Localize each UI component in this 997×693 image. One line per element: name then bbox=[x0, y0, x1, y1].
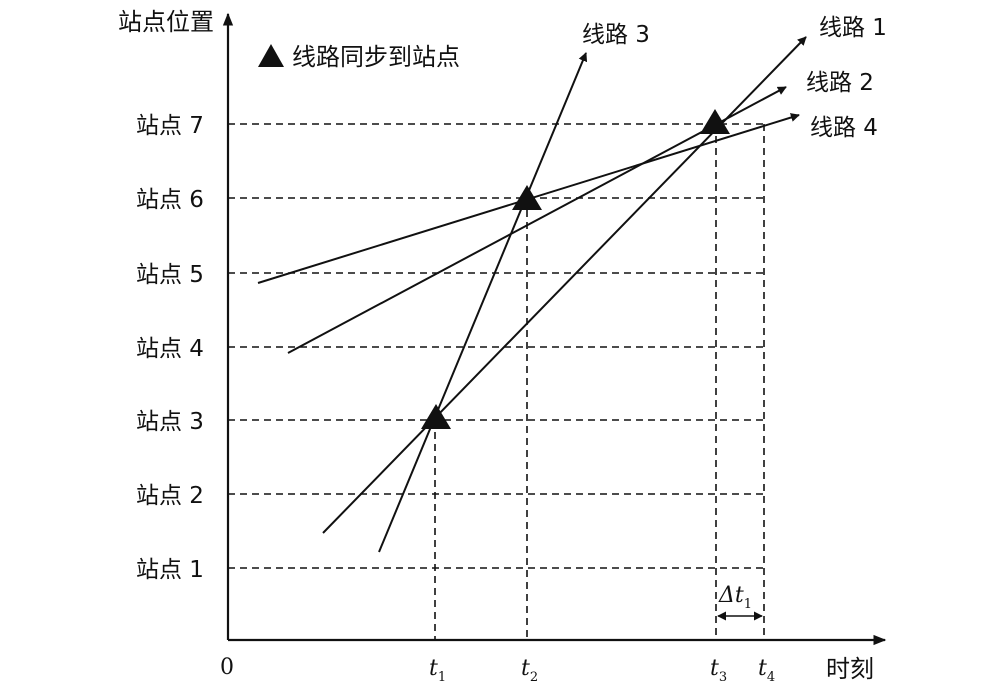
time-labels: t1 t2 t3 t4 bbox=[429, 656, 775, 685]
time-label-t2-base: t bbox=[521, 656, 530, 681]
legend: 线路同步到站点 bbox=[258, 43, 460, 71]
route-line-1 bbox=[322, 36, 807, 534]
time-label-t3: t3 bbox=[710, 656, 727, 685]
time-label-t2: t2 bbox=[521, 656, 538, 685]
time-label-t4: t4 bbox=[758, 656, 775, 685]
origin-label: 0 bbox=[220, 655, 234, 680]
time-label-t2-sub: 2 bbox=[530, 670, 538, 685]
route-label-4: 线路 4 bbox=[810, 115, 878, 141]
sync-markers bbox=[421, 109, 730, 429]
time-label-t1: t1 bbox=[429, 656, 446, 685]
time-label-t1-base: t bbox=[429, 656, 438, 681]
station-label-7: 站点 7 bbox=[136, 113, 204, 139]
y-axis-title: 站点位置 bbox=[118, 8, 214, 36]
station-label-5: 站点 5 bbox=[136, 262, 204, 288]
time-label-t3-sub: 3 bbox=[719, 670, 727, 685]
delta-label-base: Δt bbox=[718, 583, 744, 608]
sync-triangle-t1 bbox=[421, 404, 451, 429]
route-label-3: 线路 3 bbox=[582, 22, 650, 48]
delta-interval: Δt1 bbox=[717, 583, 763, 621]
route-label-1: 线路 1 bbox=[819, 15, 887, 41]
time-label-t4-sub: 4 bbox=[767, 670, 775, 685]
legend-label: 线路同步到站点 bbox=[292, 43, 460, 71]
station-label-3: 站点 3 bbox=[136, 409, 204, 435]
station-labels: 站点 7 站点 6 站点 5 站点 4 站点 3 站点 2 站点 1 bbox=[136, 113, 204, 583]
route-line-3 bbox=[378, 52, 588, 553]
delta-label: Δt1 bbox=[718, 583, 752, 612]
time-label-t4-base: t bbox=[758, 656, 767, 681]
route-label-2: 线路 2 bbox=[806, 70, 874, 96]
route-labels: 线路 1 线路 2 线路 3 线路 4 bbox=[582, 15, 887, 141]
time-label-t1-sub: 1 bbox=[438, 670, 446, 685]
station-label-4: 站点 4 bbox=[136, 336, 204, 362]
x-axis-title: 时刻 bbox=[826, 655, 874, 683]
station-gridlines bbox=[228, 123, 764, 569]
station-label-6: 站点 6 bbox=[136, 187, 204, 213]
route-lines bbox=[257, 36, 807, 553]
delta-label-sub: 1 bbox=[744, 597, 752, 612]
sync-triangle-t2 bbox=[512, 185, 542, 210]
sync-triangle-t3 bbox=[700, 109, 730, 134]
station-label-1: 站点 1 bbox=[136, 557, 204, 583]
time-gridlines bbox=[434, 124, 765, 640]
legend-triangle-icon bbox=[258, 44, 284, 67]
time-label-t3-base: t bbox=[710, 656, 719, 681]
station-label-2: 站点 2 bbox=[136, 483, 204, 509]
